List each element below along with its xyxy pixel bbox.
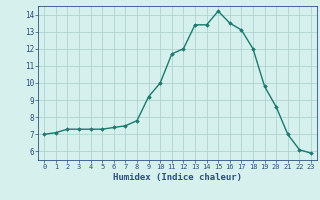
X-axis label: Humidex (Indice chaleur): Humidex (Indice chaleur) <box>113 173 242 182</box>
